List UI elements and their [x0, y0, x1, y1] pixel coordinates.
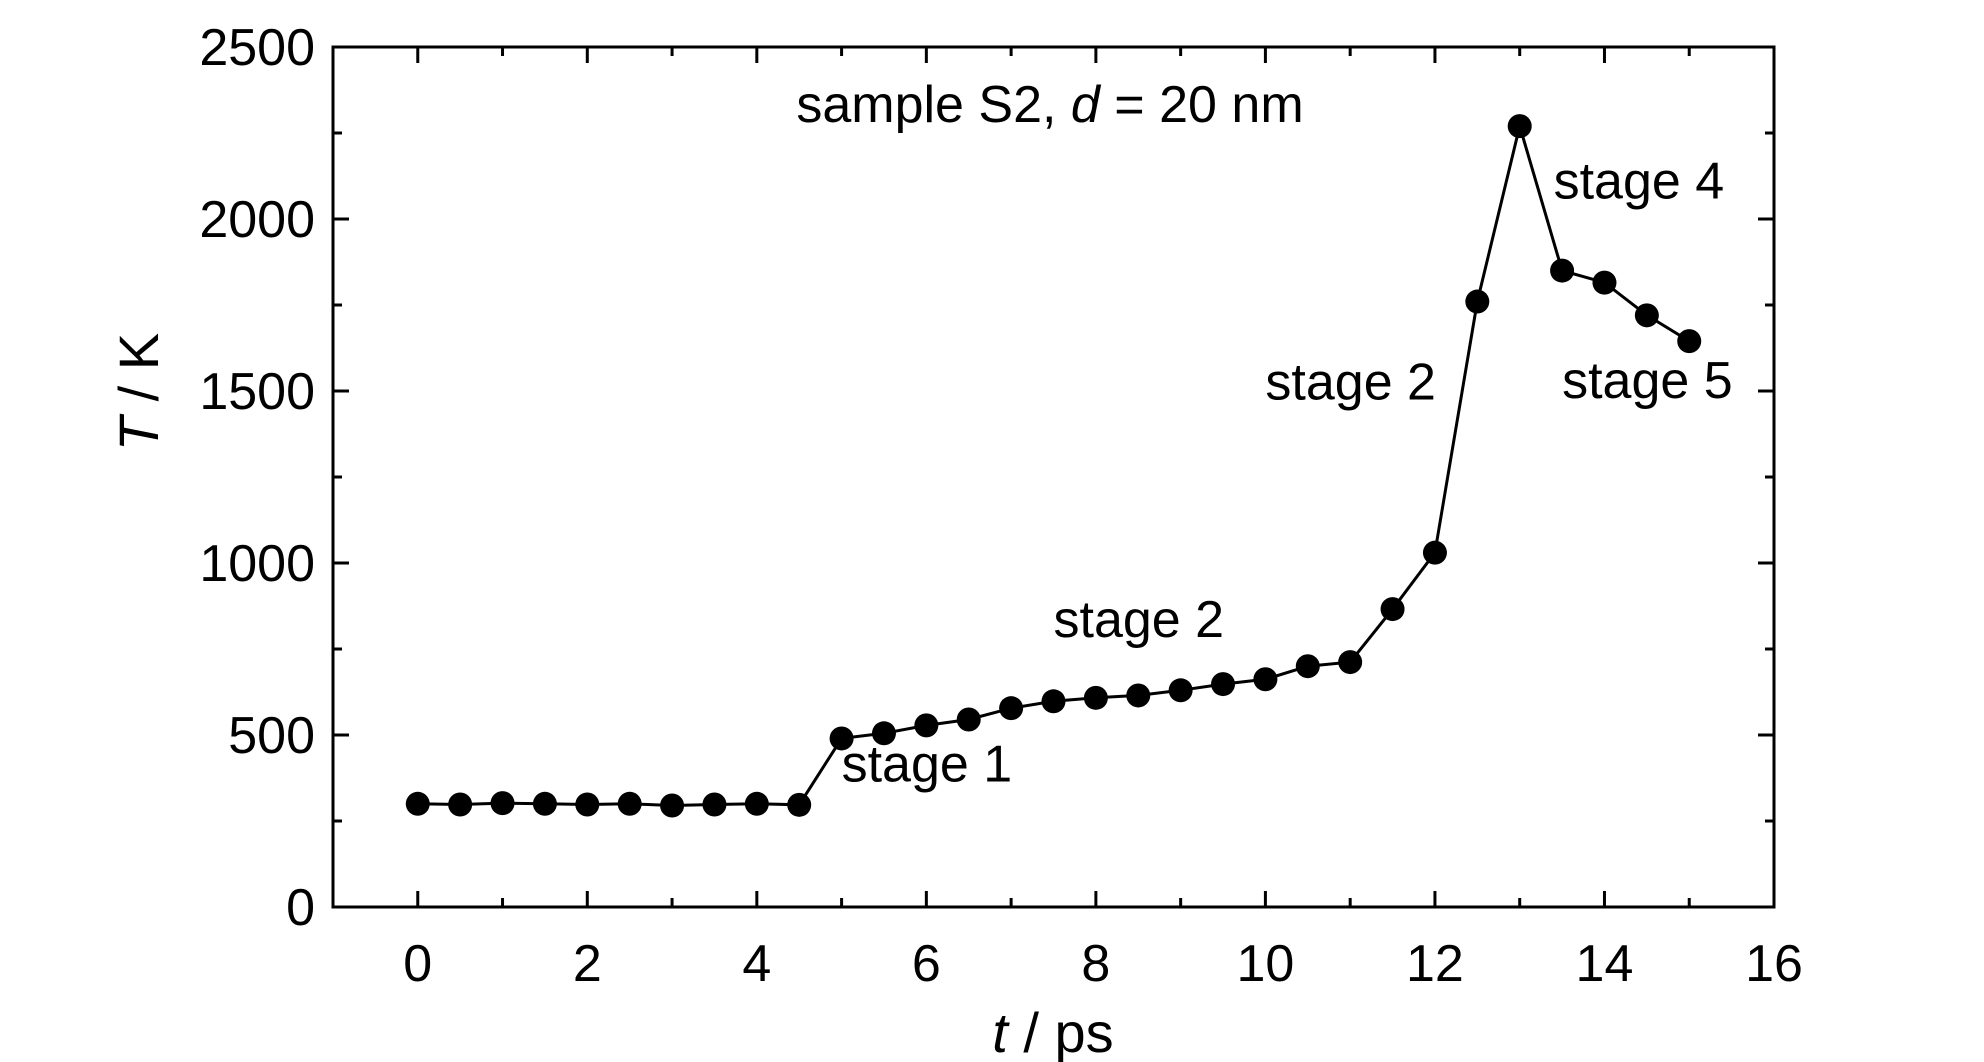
- ticks: [331, 45, 1776, 909]
- x-tick-label: 12: [1406, 935, 1464, 993]
- tick-labels: 0 2 4 6 8 10 12 14 16 0 500 1000 1500 2000 2500: [199, 19, 1803, 993]
- data-point: [914, 713, 939, 738]
- annotation-label: stage 4: [1554, 152, 1725, 210]
- annotation-label: stage 1: [842, 735, 1013, 793]
- data-point: [617, 791, 642, 816]
- data-point: [660, 793, 685, 818]
- annotations: stage 1 stage 2 stage 2 stage 4 stage 5: [842, 152, 1733, 793]
- y-tick-label: 1500: [199, 363, 315, 421]
- y-tick-label: 500: [228, 707, 315, 765]
- y-tick-label: 0: [286, 879, 315, 937]
- data-point: [1634, 303, 1659, 328]
- y-tick-label: 2000: [199, 191, 315, 249]
- data-point: [1211, 672, 1236, 697]
- data-point: [787, 792, 812, 817]
- data-point: [1592, 270, 1617, 295]
- data-point: [999, 696, 1024, 721]
- data-point: [956, 707, 981, 732]
- data-point: [702, 792, 727, 817]
- data-point: [575, 792, 600, 817]
- data-point: [1295, 654, 1320, 679]
- data-point: [1338, 650, 1363, 675]
- data-point: [1550, 258, 1575, 283]
- data-point: [1677, 329, 1702, 354]
- data-point: [1041, 689, 1066, 714]
- y-tick-label: 1000: [199, 535, 315, 593]
- x-tick-label: 2: [573, 935, 602, 993]
- data-point: [744, 791, 769, 816]
- data-point: [1253, 667, 1278, 692]
- chart-title: sample S2, d = 20 nm: [796, 76, 1303, 134]
- x-axis-title: t / ps: [992, 1001, 1113, 1062]
- annotation-label: stage 5: [1562, 352, 1733, 410]
- y-tick-label: 2500: [199, 19, 315, 77]
- data-point: [405, 791, 430, 816]
- x-tick-label: 8: [1081, 935, 1110, 993]
- x-tick-label: 4: [742, 935, 771, 993]
- annotation-label: stage 2: [1265, 354, 1436, 412]
- data-points: [405, 114, 1702, 818]
- data-point: [1126, 683, 1151, 708]
- x-tick-label: 16: [1745, 935, 1803, 993]
- y-axis-title: T / K: [107, 333, 170, 451]
- data-point: [532, 791, 557, 816]
- x-tick-label: 10: [1236, 935, 1294, 993]
- data-point: [1083, 685, 1108, 710]
- data-point: [1507, 114, 1532, 139]
- data-point: [871, 721, 896, 746]
- data-point: [1422, 540, 1447, 565]
- data-point: [448, 792, 473, 817]
- data-point: [1465, 289, 1490, 314]
- data-point: [1168, 678, 1193, 703]
- data-point: [1380, 597, 1405, 622]
- annotation-label: stage 2: [1054, 591, 1225, 649]
- x-tick-label: 6: [912, 935, 941, 993]
- x-tick-label: 14: [1576, 935, 1634, 993]
- x-tick-label: 0: [403, 935, 432, 993]
- data-point: [829, 726, 854, 751]
- data-point: [490, 791, 515, 816]
